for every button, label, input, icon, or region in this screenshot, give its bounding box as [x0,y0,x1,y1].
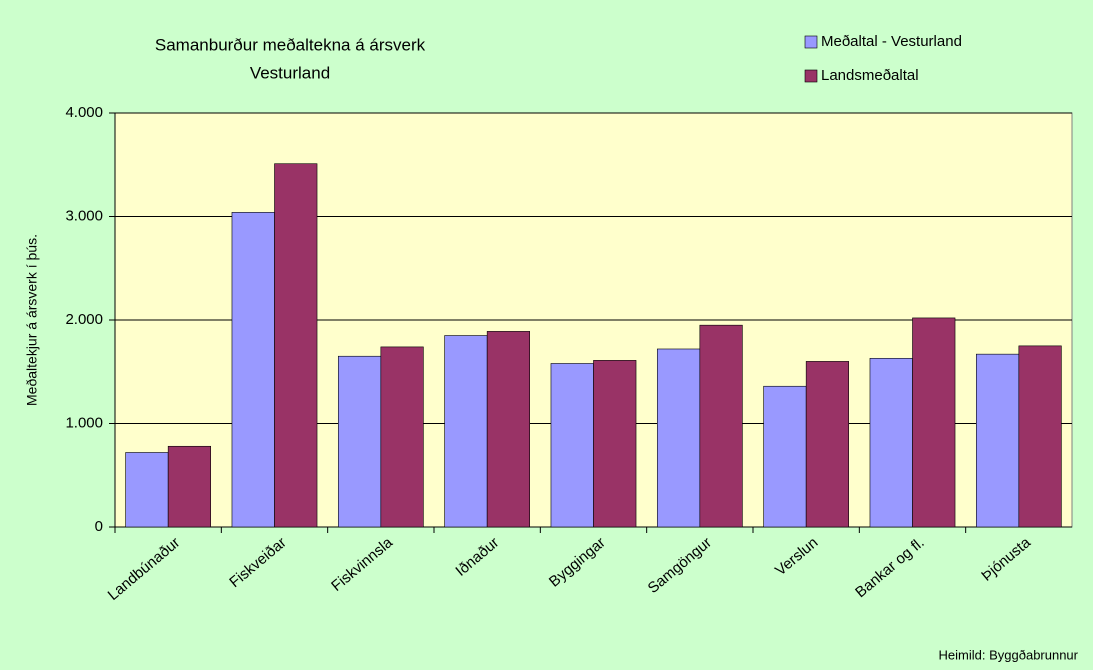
legend-label: Landsmeðaltal [821,67,919,84]
bar [444,335,488,528]
source-note: Heimild: Byggðabrunnur [939,647,1079,662]
bar [975,353,1020,528]
legend-swatch [804,69,818,83]
bar [274,163,318,528]
legend-swatch [804,35,818,49]
y-tick-label: 2.000 [65,311,103,328]
bar [699,324,743,528]
bar [380,346,424,528]
bar [869,357,913,528]
chart-title: Samanburður meðaltekna á ársverk [155,35,426,54]
y-tick-label: 0 [95,518,103,535]
bar [550,363,594,528]
bar [805,361,850,528]
bar [125,452,169,528]
y-tick-label: 3.000 [65,207,103,224]
y-axis-label: Meðaltekjur á ársverk í þús. [24,234,40,406]
chart-subtitle: Vesturland [250,63,330,82]
y-tick-label: 1.000 [65,414,103,431]
bar [167,445,212,528]
bar [912,317,956,528]
bar [1018,345,1062,528]
legend-label: Meðaltal - Vesturland [821,33,962,50]
bar [656,348,701,528]
bar [337,355,382,528]
bar [486,331,530,528]
bar [593,360,637,528]
bar [763,385,807,528]
y-tick-label: 4.000 [65,104,103,121]
bar [231,212,275,528]
